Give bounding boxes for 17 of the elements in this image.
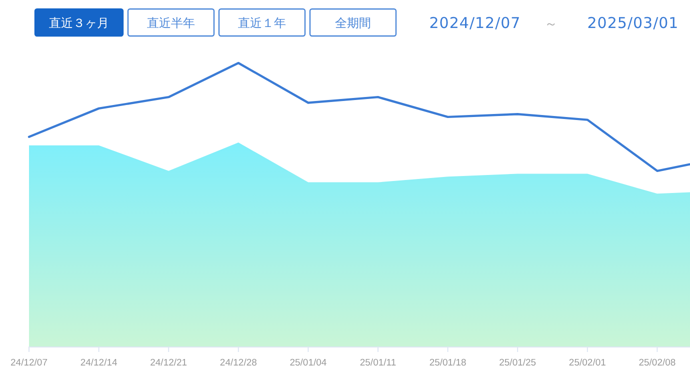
text: 直近半年 bbox=[147, 16, 195, 30]
text: 2024/12/07 bbox=[429, 14, 521, 32]
x-tick-label: 24/12/14 bbox=[80, 357, 118, 368]
text: 全期間 bbox=[335, 16, 371, 30]
x-tick-label: 25/02/08 bbox=[638, 357, 676, 368]
x-tick-label: 25/02/01 bbox=[568, 357, 606, 368]
x-tick-label: 24/12/21 bbox=[150, 357, 188, 368]
text: ～ bbox=[544, 17, 558, 32]
x-tick-label: 25/01/25 bbox=[499, 357, 536, 368]
x-tick-label: 24/12/28 bbox=[220, 357, 257, 368]
x-tick-label: 24/12/07 bbox=[10, 357, 48, 368]
text: 2025/03/01 bbox=[587, 14, 679, 32]
x-tick-label: 25/01/04 bbox=[290, 357, 327, 368]
x-tick-label: 25/01/11 bbox=[360, 357, 396, 368]
text: 直近３ヶ月 bbox=[49, 16, 109, 30]
text: 直近１年 bbox=[238, 16, 286, 30]
x-tick-label: 25/01/18 bbox=[429, 357, 466, 368]
